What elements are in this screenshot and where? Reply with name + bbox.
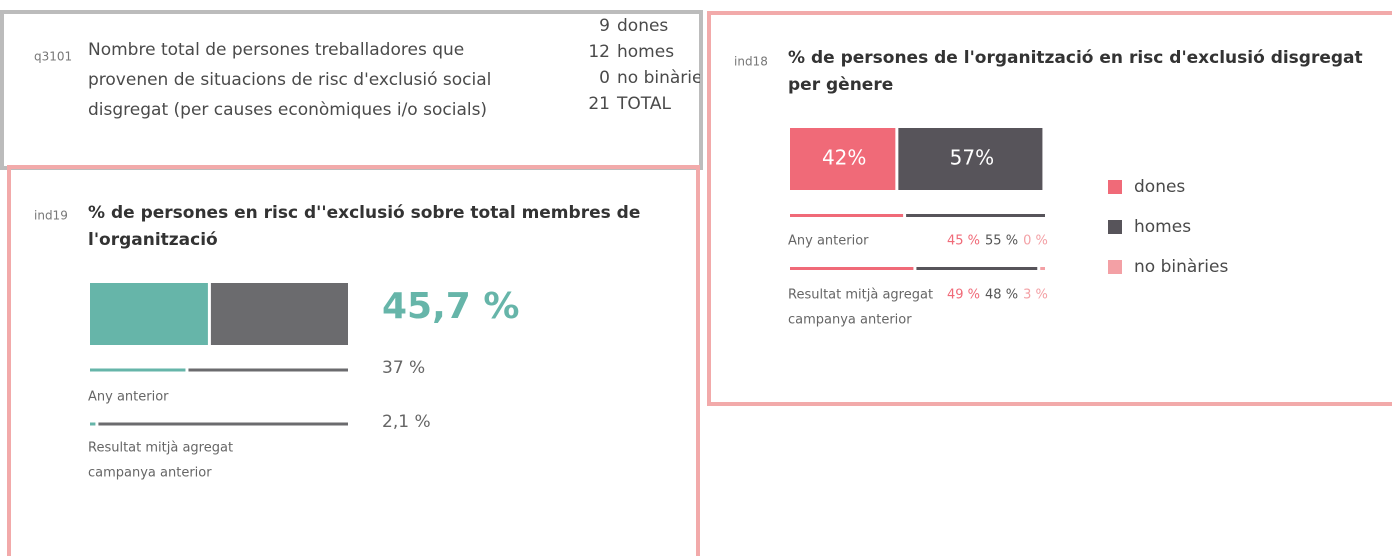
title: per gènere — [788, 75, 893, 95]
ref-bar-rest — [188, 368, 348, 372]
ref-value: 2,1 % — [382, 412, 431, 432]
ref-bar-rest — [98, 422, 348, 426]
count: 9 — [599, 16, 610, 36]
ref-bar — [90, 422, 96, 426]
count: 0 — [599, 68, 610, 88]
ref-value: 48 % — [985, 288, 1018, 303]
q3101-content: q3101 Nombre total de persones treballado… — [34, 16, 711, 120]
segment — [898, 128, 1043, 190]
description: provenen de situacions de risc d'exclusi… — [88, 70, 491, 90]
code: q3101 — [34, 50, 72, 64]
legend-label: homes — [1134, 217, 1191, 237]
panel-ind18 — [707, 11, 1392, 406]
count: 21 — [588, 94, 610, 114]
ref-value: 0 % — [1023, 234, 1048, 249]
title: % de persones en risc d''exclusió sobre … — [88, 203, 640, 223]
legend-swatch — [1108, 260, 1122, 274]
ref-value: 49 % — [947, 288, 980, 303]
count-label: homes — [617, 42, 674, 62]
bar — [90, 283, 208, 345]
ref-value: 3 % — [1023, 288, 1048, 303]
row-label: Resultat mitjà agregat — [788, 288, 933, 303]
legend-label: dones — [1134, 177, 1185, 197]
ref-bar — [90, 368, 186, 372]
description: disgregat (per causes econòmiques i/o so… — [88, 100, 487, 120]
bar-rest — [210, 283, 348, 345]
legend-label: no binàries — [1134, 257, 1228, 277]
ref-value: 55 % — [985, 234, 1018, 249]
legend-swatch — [1108, 220, 1122, 234]
row-label: Resultat mitjà agregat — [88, 441, 233, 456]
row-label: Any anterior — [88, 390, 169, 405]
segment-label: 57% — [950, 146, 994, 170]
count-label: no binàries — [617, 68, 711, 88]
ref-segment — [790, 267, 914, 270]
ref-segment — [906, 214, 1045, 217]
title: l'organització — [88, 230, 218, 250]
count-label: dones — [617, 16, 668, 36]
legend-swatch — [1108, 180, 1122, 194]
description: Nombre total de persones treballadores q… — [88, 40, 464, 60]
ref-segment — [916, 267, 1038, 270]
ref-value: 37 % — [382, 358, 425, 378]
panel-ind19 — [7, 165, 700, 556]
segment — [790, 128, 896, 190]
code: ind19 — [34, 209, 68, 223]
row-label: Any anterior — [788, 234, 869, 249]
segment-label: 42% — [822, 146, 866, 170]
row-label: campanya anterior — [88, 466, 212, 481]
ref-segment — [790, 214, 904, 217]
row-label: campanya anterior — [788, 313, 912, 328]
ref-segment — [1040, 267, 1045, 270]
panel-q3101 — [0, 10, 703, 170]
title: % de persones de l'organització en risc … — [788, 48, 1363, 68]
count: 12 — [588, 42, 610, 62]
ref-value: 45 % — [947, 234, 980, 249]
big-value: 45,7 % — [382, 286, 519, 327]
count-label: TOTAL — [616, 94, 671, 114]
code: ind18 — [734, 55, 768, 69]
